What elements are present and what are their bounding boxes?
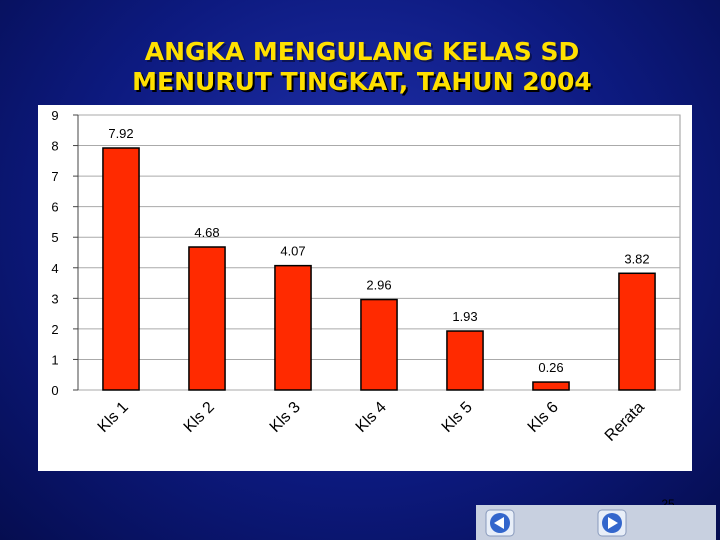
nav-bar [476,505,716,540]
next-button[interactable] [597,509,627,537]
title-shadow: ANGKA MENGULANG KELAS SD [147,39,582,68]
y-tick-label: 1 [51,352,58,367]
y-tick-label: 5 [51,230,58,245]
value-label: 7.92 [108,126,133,141]
bar [360,298,398,391]
bar [532,381,570,391]
value-label: 1.93 [452,309,477,324]
bar [274,264,312,391]
title-shadow: MENURUT TINGKAT, TAHUN 2004 [134,69,594,98]
y-tick-label: 0 [51,383,58,398]
prev-button[interactable] [485,509,515,537]
chart-title: MENURUT TINGKAT, TAHUN 2004 [132,67,592,96]
y-tick-label: 3 [51,291,58,306]
y-tick-label: 9 [51,108,58,123]
y-tick-label: 7 [51,169,58,184]
bar [618,272,656,391]
chart-title: ANGKA MENGULANG KELAS SD [145,37,580,66]
y-tick-label: 4 [51,261,58,276]
value-label: 3.82 [624,251,649,266]
value-label: 4.68 [194,225,219,240]
value-label: 4.07 [280,244,305,259]
value-label: 2.96 [366,278,391,293]
y-tick-label: 6 [51,200,58,215]
y-tick-label: 2 [51,322,58,337]
bar [188,246,226,391]
bar [446,330,484,391]
value-label: 0.26 [538,360,563,375]
y-tick-label: 8 [51,139,58,154]
bar [102,147,140,391]
